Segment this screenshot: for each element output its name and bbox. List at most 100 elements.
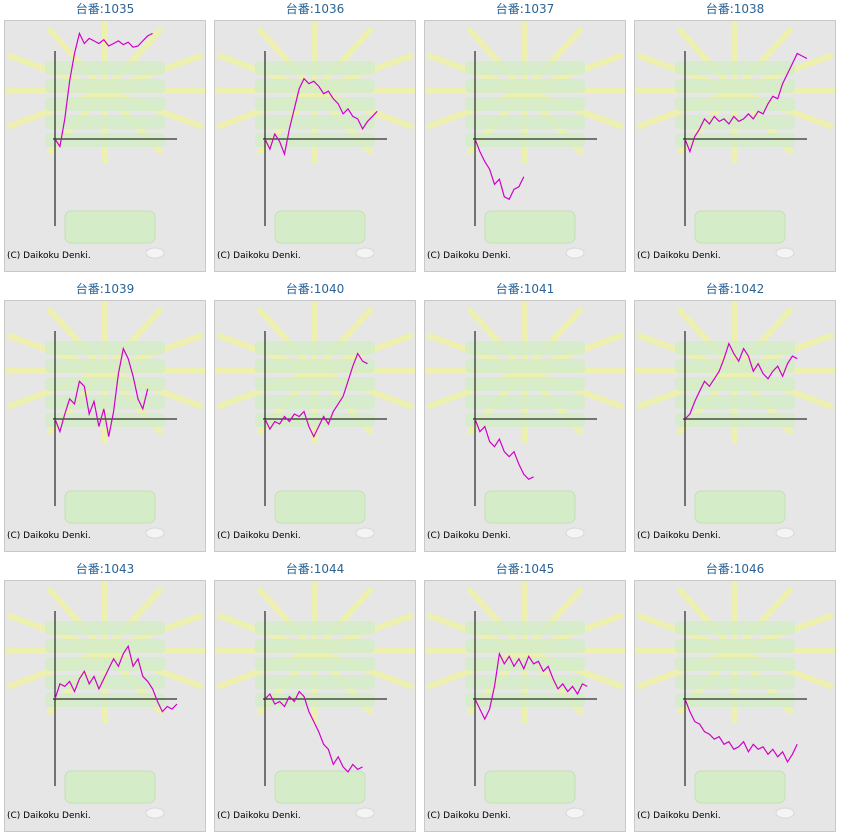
slump-graph-panel[interactable]: (C) Daikoku Denki.: [4, 20, 206, 272]
copyright-text: (C) Daikoku Denki.: [637, 811, 721, 821]
machine-number-title[interactable]: 台番:1039: [75, 282, 135, 296]
stack-block: [465, 133, 585, 147]
coin-art-icon: [775, 527, 795, 539]
slump-series-line: [474, 651, 588, 721]
sunburst-art-icon: [425, 21, 625, 164]
slump-graph-panel[interactable]: (C) Daikoku Denki.: [424, 20, 626, 272]
stack-block: [465, 377, 585, 391]
slump-graph-panel[interactable]: (C) Daikoku Denki.: [634, 580, 836, 832]
machine-number-title[interactable]: 台番:1042: [705, 282, 765, 296]
tray-art-icon: [274, 210, 366, 244]
machine-number-title[interactable]: 台番:1045: [495, 562, 555, 576]
slump-graph-chart: [425, 21, 625, 271]
copyright-text: (C) Daikoku Denki.: [427, 811, 511, 821]
tray-art-icon: [694, 490, 786, 524]
slump-graph-chart: [635, 301, 835, 551]
copyright-text: (C) Daikoku Denki.: [7, 531, 91, 541]
copyright-text: (C) Daikoku Denki.: [217, 811, 301, 821]
stack-block: [675, 377, 795, 391]
copyright-text: (C) Daikoku Denki.: [637, 251, 721, 261]
stack-block: [255, 395, 375, 409]
coin-art-icon: [145, 247, 165, 259]
stack-block: [45, 79, 165, 93]
slump-graph-chart: [215, 301, 415, 551]
slump-graph-panel[interactable]: (C) Daikoku Denki.: [634, 300, 836, 552]
stack-block: [45, 621, 165, 635]
machine-number-title[interactable]: 台番:1035: [75, 2, 135, 16]
copyright-text: (C) Daikoku Denki.: [427, 531, 511, 541]
machine-number-title[interactable]: 台番:1044: [285, 562, 345, 576]
tray-art-icon: [694, 210, 786, 244]
stack-block: [465, 621, 585, 635]
stack-block: [465, 657, 585, 671]
stack-block: [255, 61, 375, 75]
slump-graph-panel[interactable]: (C) Daikoku Denki.: [214, 580, 416, 832]
stack-block: [675, 61, 795, 75]
stack-block: [255, 639, 375, 653]
stack-block: [675, 639, 795, 653]
slump-graph-panel[interactable]: (C) Daikoku Denki.: [634, 20, 836, 272]
sunburst-art-icon: [425, 581, 625, 724]
coin-art-icon: [145, 807, 165, 819]
slump-graph-panel[interactable]: (C) Daikoku Denki.: [4, 300, 206, 552]
stack-block: [675, 413, 795, 427]
slump-graph-panel[interactable]: (C) Daikoku Denki.: [424, 300, 626, 552]
slump-series-line: [474, 418, 534, 481]
tray-art-icon: [484, 210, 576, 244]
machine-card-12: 台番:1046 (C) Daikoku Denki.: [630, 560, 840, 839]
stack-block: [45, 657, 165, 671]
slump-graph-panel[interactable]: (C) Daikoku Denki.: [214, 300, 416, 552]
machine-card-4: 台番:1038 (C) Daikoku Denki.: [630, 0, 840, 279]
stack-block: [255, 621, 375, 635]
tray-art-icon: [64, 770, 156, 804]
sunburst-art-icon: [215, 21, 415, 164]
slump-graph-chart: [5, 581, 205, 831]
stack-block: [465, 79, 585, 93]
stack-block: [45, 115, 165, 129]
sunburst-art-icon: [635, 21, 835, 164]
slump-series-line: [54, 346, 149, 437]
stack-block: [675, 79, 795, 93]
machine-number-title[interactable]: 台番:1037: [495, 2, 555, 16]
coin-art-icon: [355, 247, 375, 259]
sunburst-art-icon: [215, 301, 415, 444]
stack-block: [465, 395, 585, 409]
slump-series-line: [684, 342, 798, 420]
stack-block: [255, 377, 375, 391]
sunburst-art-icon: [5, 301, 205, 444]
machine-number-title[interactable]: 台番:1040: [285, 282, 345, 296]
stack-block: [255, 693, 375, 707]
copyright-text: (C) Daikoku Denki.: [217, 251, 301, 261]
stack-block: [45, 413, 165, 427]
tray-art-icon: [484, 770, 576, 804]
stack-block: [255, 115, 375, 129]
sunburst-art-icon: [425, 301, 625, 444]
machine-number-title[interactable]: 台番:1036: [285, 2, 345, 16]
coin-art-icon: [775, 247, 795, 259]
slump-graph-panel[interactable]: (C) Daikoku Denki.: [424, 580, 626, 832]
stack-block: [465, 97, 585, 111]
machine-number-title[interactable]: 台番:1041: [495, 282, 555, 296]
slump-graph-chart: [5, 301, 205, 551]
machine-number-title[interactable]: 台番:1046: [705, 562, 765, 576]
machine-number-title[interactable]: 台番:1038: [705, 2, 765, 16]
slump-series-line: [684, 52, 808, 154]
stack-block: [255, 675, 375, 689]
copyright-text: (C) Daikoku Denki.: [427, 251, 511, 261]
slump-graph-chart: [635, 21, 835, 271]
machine-card-9: 台番:1043 (C) Daikoku Denki.: [0, 560, 210, 839]
stack-block: [45, 359, 165, 373]
slump-series-line: [684, 698, 798, 764]
stack-block: [465, 675, 585, 689]
stack-block: [255, 97, 375, 111]
stack-block: [675, 115, 795, 129]
slump-graph-panel[interactable]: (C) Daikoku Denki.: [4, 580, 206, 832]
stack-block: [465, 413, 585, 427]
machine-number-title[interactable]: 台番:1043: [75, 562, 135, 576]
slump-graph-chart: [635, 581, 835, 831]
sunburst-art-icon: [5, 21, 205, 164]
sunburst-art-icon: [635, 581, 835, 724]
slump-graph-panel[interactable]: (C) Daikoku Denki.: [214, 20, 416, 272]
machine-card-5: 台番:1039 (C) Daikoku Denki.: [0, 280, 210, 559]
